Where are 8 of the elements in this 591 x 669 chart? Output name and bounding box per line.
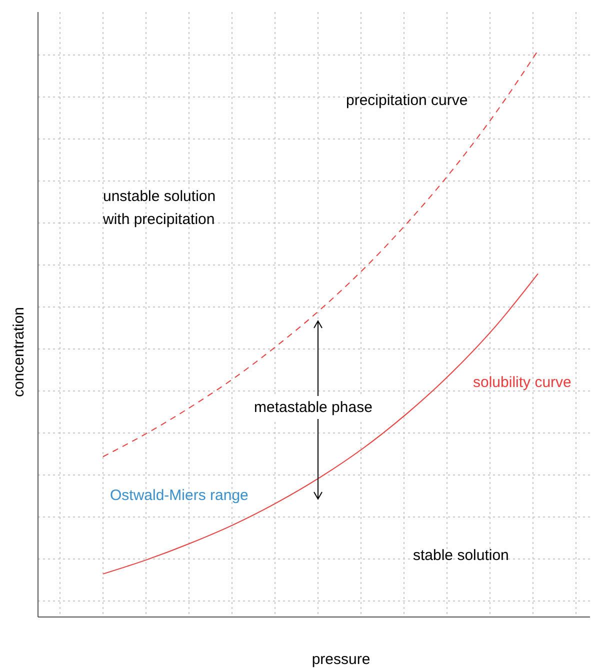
annotation: unstable solution with precipitation [103, 187, 216, 230]
x-axis-title: pressure [312, 651, 370, 668]
y-axis-title: concentration [10, 306, 28, 398]
annotation: metastable phase [254, 396, 372, 419]
annotation: Ostwald-Miers range [110, 486, 248, 506]
annotation: stable solution [413, 546, 509, 566]
series-label: precipitation curve [346, 92, 468, 109]
series-label: solubility curve [473, 374, 572, 391]
